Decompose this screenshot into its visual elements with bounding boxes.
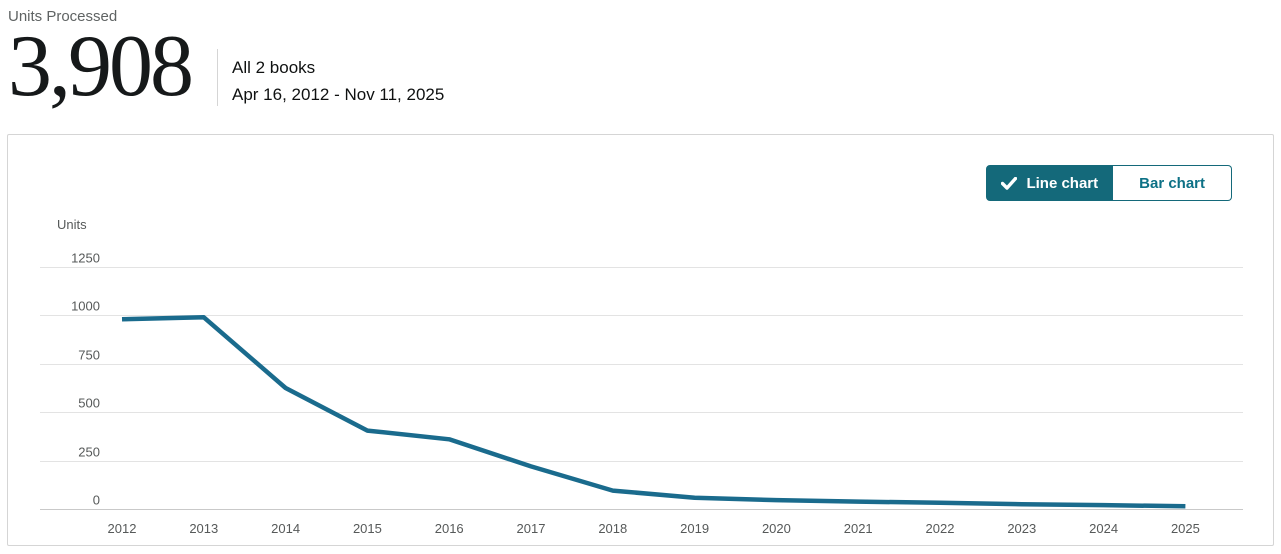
x-tick-label: 2024 <box>1089 521 1118 536</box>
x-tick-label: 2017 <box>517 521 546 536</box>
y-tick-label: 500 <box>78 396 100 411</box>
x-tick-label: 2014 <box>271 521 300 536</box>
bar-chart-button[interactable]: Bar chart <box>1113 165 1232 201</box>
y-tick-label: 250 <box>78 445 100 460</box>
y-tick-label: 0 <box>93 493 100 508</box>
x-tick-label: 2020 <box>762 521 791 536</box>
x-tick-label: 2023 <box>1007 521 1036 536</box>
bar-chart-label: Bar chart <box>1139 174 1205 192</box>
chart-type-toggle: Line chart Bar chart <box>986 165 1232 201</box>
units-series-line <box>121 315 1186 509</box>
line-chart-label: Line chart <box>1026 174 1099 192</box>
x-tick-label: 2012 <box>108 521 137 536</box>
scope-block: All 2 books Apr 16, 2012 - Nov 11, 2025 <box>232 54 444 108</box>
x-tick-label: 2021 <box>844 521 873 536</box>
y-tick-label: 1250 <box>71 251 100 266</box>
x-tick-label: 2016 <box>435 521 464 536</box>
x-tick-label: 2022 <box>926 521 955 536</box>
checkmark-icon <box>1001 176 1018 190</box>
summary-header: Units Processed 3,908 All 2 books Apr 16… <box>8 8 444 115</box>
chart-card: Line chart Bar chart 0 250 500 750 1000 1250 U… <box>7 134 1274 546</box>
metric-block: Units Processed 3,908 <box>8 8 194 115</box>
x-tick-label: 2019 <box>680 521 709 536</box>
date-range: Apr 16, 2012 - Nov 11, 2025 <box>232 85 445 104</box>
y-tick-label: 750 <box>78 348 100 363</box>
books-scope: All 2 books <box>232 58 316 77</box>
line-chart-button[interactable]: Line chart <box>986 165 1114 201</box>
metric-value: 3,908 <box>8 18 194 115</box>
metric-label: Units Processed <box>8 8 118 25</box>
units-line-chart: 0 250 500 750 1000 1250 Units 2012 2013 2014 2015 2… <box>40 217 1243 536</box>
y-tick-label: 1000 <box>71 299 100 314</box>
x-tick-label: 2025 <box>1171 521 1200 536</box>
x-tick-label: 2015 <box>353 521 382 536</box>
y-axis-title: Units <box>57 217 87 232</box>
x-tick-label: 2013 <box>189 521 218 536</box>
vertical-divider <box>217 49 218 106</box>
x-tick-label: 2018 <box>598 521 627 536</box>
